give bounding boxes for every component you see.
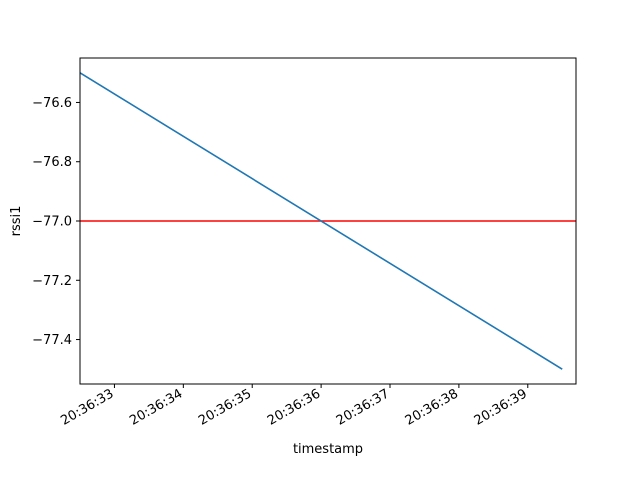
y-axis-label: rssi1 bbox=[9, 206, 24, 237]
x-tick-label: 20:36:36 bbox=[265, 386, 323, 428]
plot-area bbox=[79, 72, 576, 370]
y-tick-label: −76.6 bbox=[32, 96, 72, 111]
y-tick-label: −77.4 bbox=[32, 333, 72, 348]
x-axis: 20:36:33 20:36:34 20:36:35 20:36:36 20:36:37… bbox=[58, 384, 530, 429]
y-tick-label: −77.0 bbox=[32, 215, 72, 230]
y-axis: −76.6 −76.8 −77.0 −77.2 −77.4 bbox=[32, 96, 80, 348]
x-tick-label: 20:36:38 bbox=[403, 386, 461, 428]
x-tick-label: 20:36:35 bbox=[196, 386, 254, 428]
series-line-0 bbox=[79, 72, 563, 370]
x-tick-label: 20:36:39 bbox=[472, 386, 530, 428]
x-tick-label: 20:36:37 bbox=[334, 386, 392, 428]
y-tick-label: −77.2 bbox=[32, 274, 72, 289]
x-tick-label: 20:36:33 bbox=[58, 386, 116, 428]
x-axis-label: timestamp bbox=[293, 442, 363, 457]
y-tick-label: −76.8 bbox=[32, 155, 72, 170]
x-tick-label: 20:36:34 bbox=[127, 386, 185, 428]
